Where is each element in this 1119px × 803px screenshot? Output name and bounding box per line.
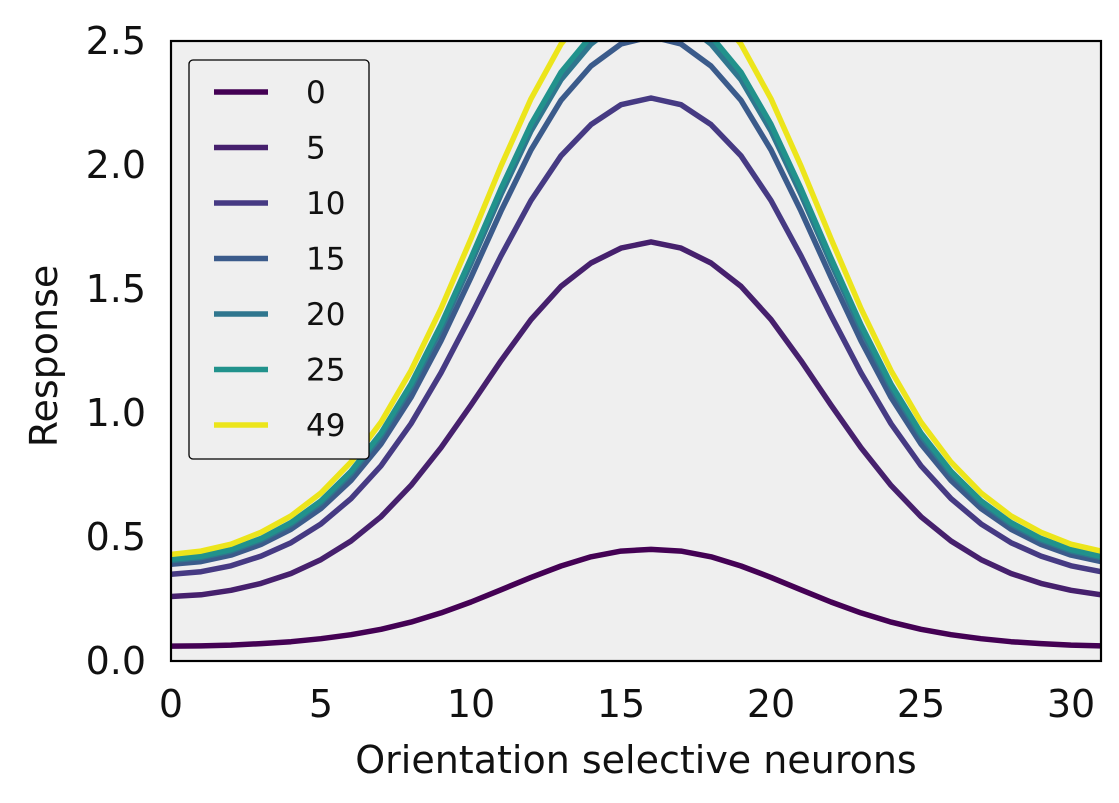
y-tick-label: 2.5 [86, 19, 146, 63]
series-line-15 [171, 41, 1101, 568]
x-tick-label: 20 [747, 682, 795, 726]
legend-label-0: 0 [306, 75, 326, 111]
x-tick-label: 0 [159, 682, 183, 726]
legend-label-10: 10 [306, 186, 345, 222]
x-axis-label: Orientation selective neurons [355, 738, 916, 782]
legend-label-49: 49 [306, 408, 345, 444]
x-tick-label: 10 [447, 682, 495, 726]
legend-label-15: 15 [306, 242, 345, 278]
x-tick-label: 5 [309, 682, 333, 726]
y-tick-label: 2.0 [86, 143, 146, 187]
y-tick-label: 1.5 [86, 267, 146, 311]
series-line-0 [171, 546, 1101, 649]
series-line-49 [171, 41, 1101, 558]
legend-label-20: 20 [306, 297, 345, 333]
series-line-10 [171, 95, 1101, 577]
legend-label-25: 25 [306, 353, 345, 389]
x-tick-label: 30 [1047, 682, 1095, 726]
series-line-25 [171, 41, 1101, 563]
x-axis-ticks: 0 5 10 15 20 25 30 [159, 682, 1095, 726]
y-tick-label: 1.0 [86, 391, 146, 435]
x-tick-label: 15 [597, 682, 645, 726]
y-tick-label: 0.0 [86, 639, 146, 683]
legend-label-5: 5 [306, 131, 326, 167]
plot-area-frame [169, 39, 1103, 663]
series-line-5 [171, 239, 1101, 600]
series-lines [171, 41, 1101, 649]
y-axis-ticks: 0.0 0.5 1.0 1.5 2.0 2.5 [86, 19, 146, 683]
x-tick-label: 25 [897, 682, 945, 726]
y-tick-label: 0.5 [86, 515, 146, 559]
y-axis-label: Response [22, 265, 66, 448]
legend: 0 5 10 15 20 25 49 [188, 59, 370, 460]
legend-frame [188, 59, 370, 460]
